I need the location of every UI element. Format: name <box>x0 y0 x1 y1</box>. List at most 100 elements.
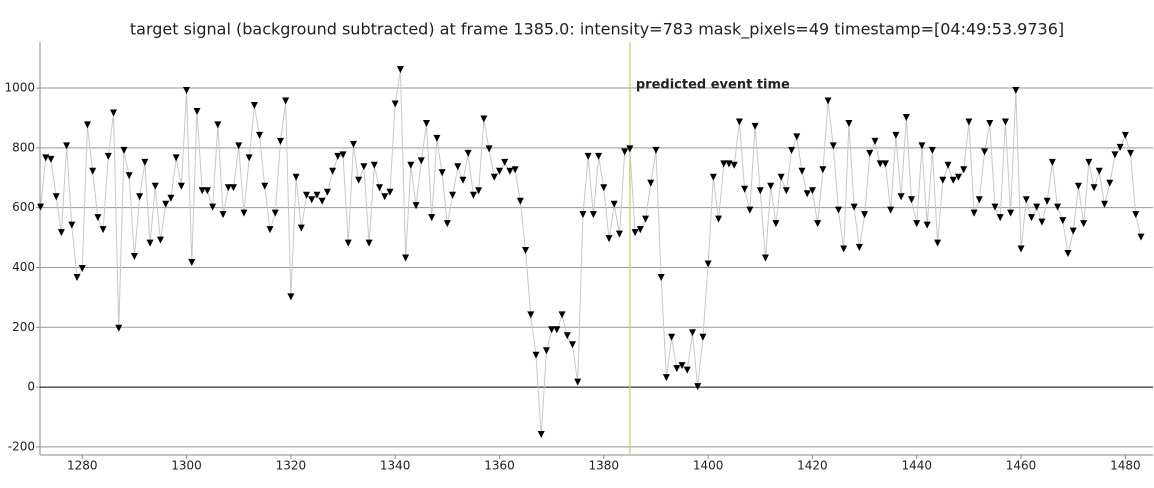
data-point <box>861 211 869 219</box>
data-point <box>282 97 290 105</box>
data-point <box>819 166 827 174</box>
data-point <box>845 119 853 127</box>
data-point <box>271 209 279 217</box>
data-point <box>219 211 227 219</box>
data-point <box>871 137 879 145</box>
data-point <box>480 115 488 123</box>
data-point <box>642 215 650 223</box>
data-point <box>151 182 159 190</box>
data-point <box>63 142 71 150</box>
data-point <box>537 430 545 438</box>
data-point <box>975 196 983 204</box>
data-point <box>532 351 540 359</box>
data-point <box>855 244 863 252</box>
data-point <box>808 187 816 195</box>
data-point <box>542 347 550 355</box>
data-point <box>334 152 342 160</box>
data-point <box>668 333 676 341</box>
x-tick-label: 1360 <box>484 459 515 473</box>
data-point <box>814 220 822 228</box>
chart-title: target signal (background subtracted) at… <box>130 20 1064 40</box>
data-point <box>1027 214 1035 222</box>
data-point <box>991 203 999 211</box>
data-point <box>303 191 311 199</box>
data-point <box>42 154 50 162</box>
y-tick-label: 0 <box>27 380 35 394</box>
data-point <box>767 182 775 190</box>
data-point <box>876 160 884 168</box>
data-point <box>412 202 420 210</box>
data-point <box>52 193 60 201</box>
x-tick-label: 1400 <box>693 459 724 473</box>
data-point <box>490 173 498 181</box>
data-point <box>824 97 832 105</box>
data-point <box>511 166 519 174</box>
data-point <box>600 184 608 192</box>
data-point <box>1001 118 1009 126</box>
x-tick-label: 1480 <box>1110 459 1141 473</box>
data-point <box>443 220 451 228</box>
data-point <box>1069 227 1077 235</box>
data-point <box>146 239 154 247</box>
data-point <box>720 160 728 168</box>
data-point <box>339 151 347 159</box>
data-point <box>110 109 118 117</box>
data-point <box>250 101 258 109</box>
data-point <box>1100 200 1108 208</box>
data-point <box>240 209 248 217</box>
data-point <box>913 220 921 228</box>
data-point <box>78 264 86 272</box>
data-point <box>1095 167 1103 175</box>
data-point <box>501 158 509 166</box>
data-point <box>892 131 900 139</box>
data-point <box>647 179 655 187</box>
data-point <box>960 166 968 174</box>
data-point <box>94 214 102 222</box>
data-point <box>104 152 112 160</box>
data-point <box>981 148 989 156</box>
data-point <box>1048 158 1056 166</box>
data-point <box>396 66 404 74</box>
data-point <box>939 176 947 184</box>
data-point <box>662 374 670 382</box>
data-point <box>918 142 926 150</box>
data-point <box>673 365 681 373</box>
y-tick-label: 200 <box>12 320 35 334</box>
x-tick-label: 1420 <box>797 459 828 473</box>
data-point <box>897 193 905 201</box>
data-point <box>115 324 123 332</box>
data-point <box>678 362 686 370</box>
data-point <box>1085 158 1093 166</box>
data-point <box>469 191 477 199</box>
data-point <box>605 235 613 243</box>
data-point <box>610 200 618 208</box>
data-point <box>214 121 222 129</box>
data-point <box>162 200 170 208</box>
data-point <box>527 311 535 319</box>
data-point <box>308 196 316 204</box>
data-point <box>1033 203 1041 211</box>
data-point <box>37 203 45 211</box>
data-point <box>68 221 76 229</box>
data-point <box>1127 149 1135 157</box>
data-point <box>574 378 582 386</box>
data-point <box>287 293 295 301</box>
data-point <box>235 142 243 150</box>
data-point <box>887 206 895 214</box>
data-point <box>636 226 644 234</box>
data-point <box>449 191 457 199</box>
data-point <box>433 134 441 142</box>
data-point <box>835 206 843 214</box>
data-point <box>402 254 410 262</box>
data-point <box>198 187 206 195</box>
data-point <box>1132 211 1140 219</box>
data-point <box>751 122 759 130</box>
data-point <box>553 326 561 334</box>
y-tick-label: 1000 <box>4 81 35 95</box>
data-point <box>761 254 769 262</box>
data-point <box>193 107 201 115</box>
x-tick-label: 1280 <box>67 459 98 473</box>
data-point <box>1121 131 1129 139</box>
data-point <box>1022 196 1030 204</box>
data-point <box>803 190 811 198</box>
